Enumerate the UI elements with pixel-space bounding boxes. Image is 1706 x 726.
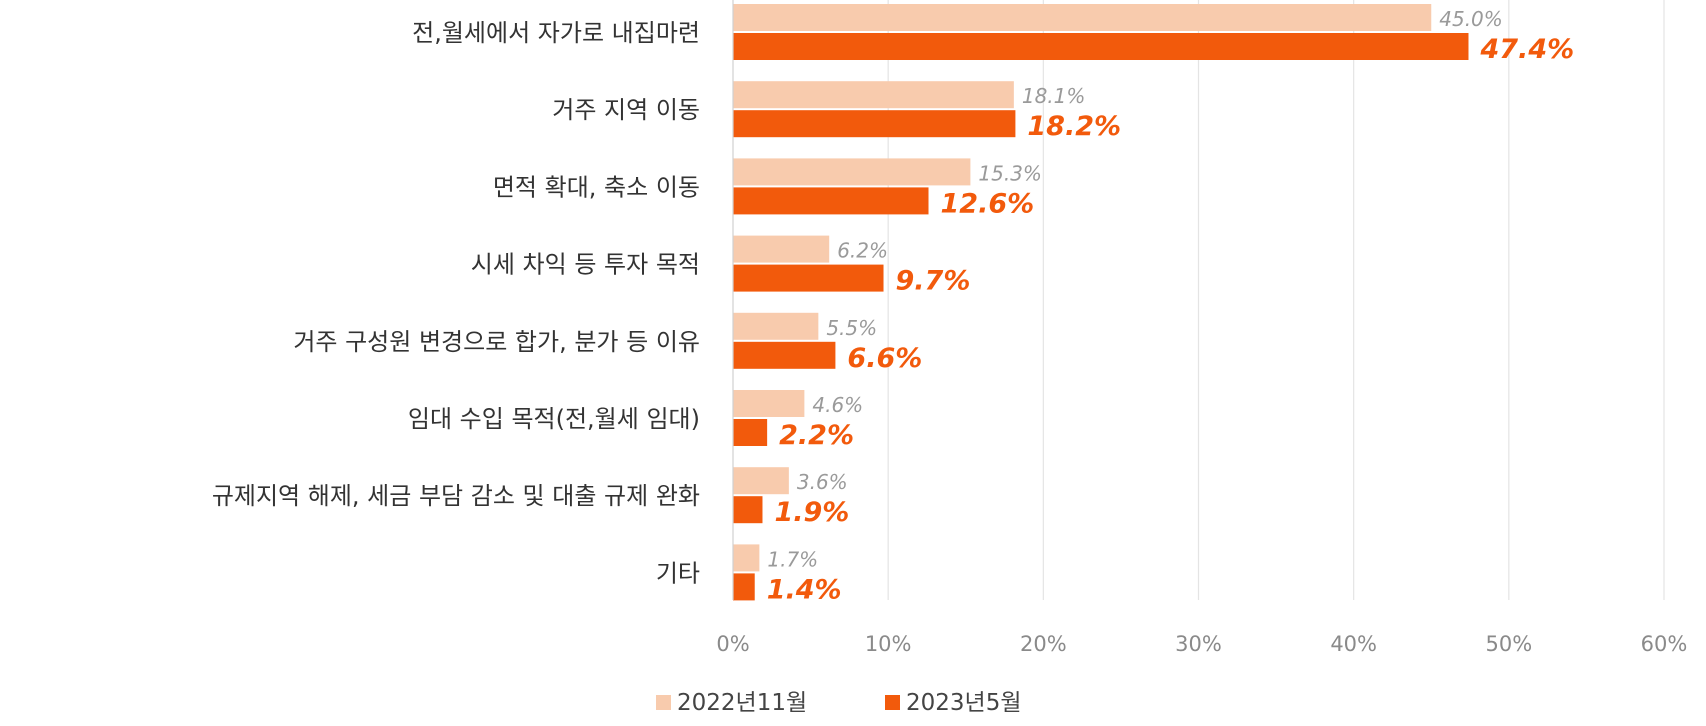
x-tick-label: 0% bbox=[716, 632, 749, 656]
bar-2023-05 bbox=[733, 496, 763, 524]
x-tick-label: 40% bbox=[1330, 632, 1377, 656]
x-tick-label: 10% bbox=[865, 632, 912, 656]
data-label-2022-11: 3.6% bbox=[797, 470, 848, 494]
data-label-2023-05: 12.6% bbox=[941, 188, 1035, 219]
data-label-2023-05: 47.4% bbox=[1479, 34, 1574, 65]
legend-swatch bbox=[656, 695, 671, 710]
bar-2023-05 bbox=[733, 341, 836, 369]
data-label-2022-11: 15.3% bbox=[978, 161, 1042, 185]
category-label: 기타 bbox=[656, 559, 700, 587]
data-label-2023-05: 2.2% bbox=[779, 420, 854, 451]
category-label: 전,월세에서 자가로 내집마련 bbox=[412, 19, 700, 47]
bar-2023-05 bbox=[733, 33, 1469, 60]
data-label-2022-11: 6.2% bbox=[837, 239, 888, 263]
data-label-2023-05: 1.4% bbox=[767, 574, 842, 605]
bars bbox=[733, 4, 1469, 601]
legend-label: 2023년5월 bbox=[906, 690, 1022, 716]
bar-2022-11 bbox=[733, 81, 1014, 109]
legend-swatch bbox=[885, 695, 900, 710]
bar-2023-05 bbox=[733, 419, 768, 446]
data-label-2022-11: 45.0% bbox=[1439, 7, 1503, 31]
data-label-2023-05: 6.6% bbox=[847, 343, 922, 374]
legend: 2022년11월 2023년5월 bbox=[656, 690, 1022, 716]
x-axis-ticks: 0% 10% 20% 30% 40% 50% 60% bbox=[716, 632, 1687, 656]
category-label: 거주 구성원 변경으로 합가, 분가 등 이유 bbox=[293, 328, 700, 356]
data-label-2023-05: 9.7% bbox=[896, 266, 971, 297]
x-tick-label: 30% bbox=[1175, 632, 1222, 656]
bar-2022-11 bbox=[733, 390, 805, 417]
category-label: 거주 지역 이동 bbox=[552, 96, 700, 124]
legend-label: 2022년11월 bbox=[677, 690, 807, 716]
data-label-2023-05: 1.9% bbox=[774, 497, 849, 528]
data-label-2022-11: 1.7% bbox=[767, 547, 818, 571]
bar-2022-11 bbox=[733, 467, 789, 495]
bar-2023-05 bbox=[733, 110, 1016, 138]
category-label: 임대 수입 목적(전,월세 임대) bbox=[408, 405, 700, 433]
data-label-2022-11: 5.5% bbox=[826, 316, 877, 340]
category-label: 시세 차익 등 투자 목적 bbox=[471, 251, 700, 279]
data-labels: 45.0% 47.4% 18.1% 18.2% 15.3% 12.6% 6.2% 9.7% 5.… bbox=[767, 7, 1574, 605]
bar-2022-11 bbox=[733, 312, 819, 340]
data-label-2022-11: 18.1% bbox=[1022, 84, 1086, 108]
x-tick-label: 50% bbox=[1485, 632, 1532, 656]
x-tick-label: 20% bbox=[1020, 632, 1067, 656]
bar-2022-11 bbox=[733, 158, 971, 186]
bar-2023-05 bbox=[733, 187, 929, 215]
bar-2022-11 bbox=[733, 544, 760, 572]
category-label: 면적 확대, 축소 이동 bbox=[493, 173, 700, 201]
gridlines bbox=[887, 0, 1665, 600]
bar-2022-11 bbox=[733, 235, 830, 263]
bar-2023-05 bbox=[733, 573, 755, 601]
category-label: 규제지역 해제, 세금 부담 감소 및 대출 규제 완화 bbox=[212, 482, 700, 510]
data-label-2023-05: 18.2% bbox=[1027, 111, 1121, 142]
x-tick-label: 60% bbox=[1641, 632, 1688, 656]
bar-2022-11 bbox=[733, 4, 1432, 31]
data-label-2022-11: 4.6% bbox=[812, 393, 863, 417]
bar-2023-05 bbox=[733, 264, 884, 292]
